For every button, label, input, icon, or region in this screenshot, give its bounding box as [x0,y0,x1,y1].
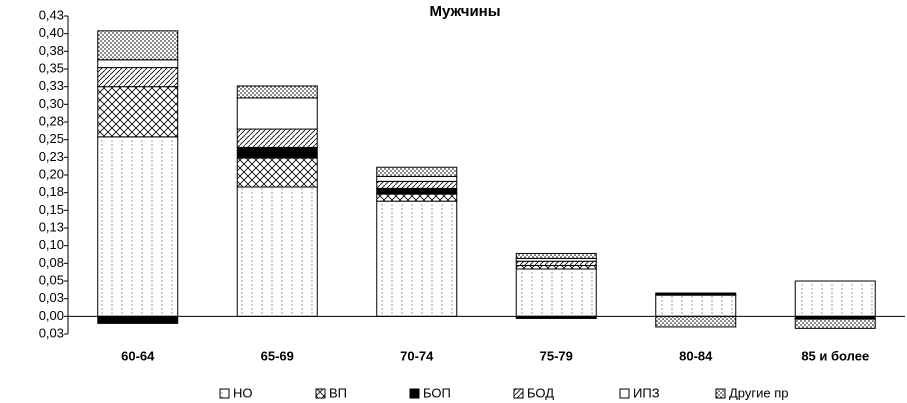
bar-segment [376,187,458,195]
legend-swatch [315,388,326,399]
legend-label: ВП [329,385,347,400]
y-tick-label: 0,20 [39,166,64,181]
bar-segment [794,318,876,329]
legend-label: Другие пр [729,385,789,400]
x-tick-label: 80-84 [679,348,713,363]
bar-segment [97,86,179,138]
y-tick-label: 0,25 [39,131,64,146]
legend-swatch [619,388,630,399]
bar-segment [236,157,318,188]
y-tick-label: 0,23 [39,149,64,164]
bar-segment [97,67,179,88]
chart-title: Мужчины [429,3,500,20]
y-tick-label: 0,03 [39,325,64,340]
bar-segment [655,315,737,328]
bar-segment [236,186,318,317]
bar-segment [376,166,458,177]
bar-segment [97,315,179,324]
bar-segment [515,268,597,317]
bar-segment [236,146,318,159]
legend-swatch [409,388,420,399]
legend-label: БОД [527,385,554,400]
bar-segment [97,59,179,69]
x-tick-label: 65-69 [261,348,294,363]
bar-segment [97,136,179,317]
y-tick-label: 0,28 [39,113,64,128]
bar-segment [515,252,597,259]
legend-swatch [219,388,230,399]
y-tick-label: 0,18 [39,184,64,199]
bar-segment [376,180,458,189]
y-tick-label: 0,08 [39,255,64,270]
legend-label: ИПЗ [633,385,660,400]
x-tick-label: 75-79 [540,348,573,363]
y-tick-label: 0,33 [39,78,64,93]
y-tick-label: 0,05 [39,272,64,287]
bar-segment [515,260,597,266]
y-tick-label: 0,10 [39,237,64,252]
x-tick-label: 60-64 [121,348,155,363]
bar-segment [376,200,458,317]
bar-segment [655,292,737,296]
y-tick-label: 0,40 [39,25,64,40]
y-tick-label: 0,15 [39,202,64,217]
bar-segment [376,175,458,182]
x-tick-label: 70-74 [400,348,434,363]
y-tick-label: 0,13 [39,219,64,234]
y-tick-label: 0,30 [39,96,64,111]
bar-segment [794,280,876,317]
y-tick-label: 0,00 [39,308,64,323]
y-tick-label: 0,43 [39,7,64,22]
bar-segment [515,264,597,270]
bar-segment [236,128,318,148]
legend-swatch [513,388,524,399]
bar-segment [376,193,458,202]
bar-segment [236,85,318,99]
x-tick-label: 85 и более [801,348,869,363]
legend-swatch [715,388,726,399]
y-tick-label: 0,35 [39,60,64,75]
y-tick-label: 0,38 [39,43,64,58]
bar-segment [97,30,179,61]
y-tick-label: 0,03 [39,290,64,305]
legend-label: НО [233,385,253,400]
bar-segment [655,294,737,317]
legend-label: БОП [423,385,451,400]
bar-segment [236,97,318,130]
